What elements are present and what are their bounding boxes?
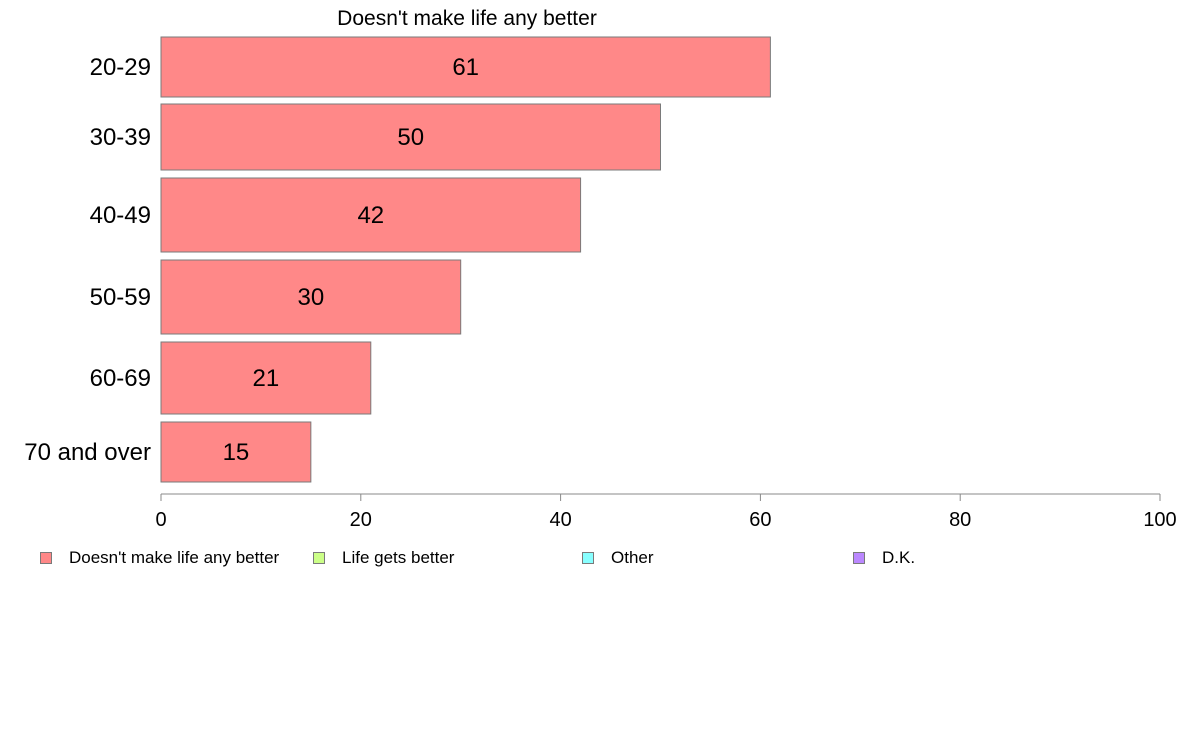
category-label: 60-69 [90,365,151,392]
x-tick-label: 40 [549,509,571,531]
bar-20-29 [160,36,771,98]
chart-title: Doesn't make life any better [337,7,597,30]
category-label: 70 and over [24,439,151,466]
bar-70-and-over [160,421,312,483]
data-label: 50 [397,124,424,151]
category-label: 20-29 [90,54,151,81]
bar-50-59 [160,259,462,335]
category-label: 40-49 [90,202,151,229]
x-tick-label: 60 [749,509,771,531]
legend-label: Doesn't make life any better [69,548,280,567]
legend-item-doesnt-make-life-better: Doesn't make life any better [40,548,279,568]
bar-30-39 [160,103,661,171]
legend-item-life-gets-better: Life gets better [313,548,454,568]
legend-item-dk: D.K. [853,548,915,568]
x-tick-label: 0 [155,509,166,531]
legend-swatch [582,552,594,564]
data-label: 42 [357,202,384,229]
legend-swatch [853,552,865,564]
data-label: 61 [452,54,479,81]
bar-40-49 [160,177,582,253]
category-label: 50-59 [90,284,151,311]
data-label: 21 [253,365,280,392]
x-axis: 0 20 40 60 80 100 [155,493,1177,531]
x-tick-label: 20 [350,509,372,531]
legend-label: Other [611,548,654,567]
legend-swatch [40,552,52,564]
data-label: 15 [223,439,250,466]
bar-60-69 [160,341,372,415]
data-label: 30 [297,284,324,311]
category-label: 30-39 [90,124,151,151]
legend-label: Life gets better [342,548,455,567]
legend-swatch [313,552,325,564]
legend-item-other: Other [582,548,654,568]
legend-label: D.K. [882,548,916,567]
x-tick-label: 100 [1143,509,1176,531]
x-tick-label: 80 [949,509,971,531]
bars-layer: 61 20-29 50 30-39 42 40-49 30 50-59 21 60-69 15 70 … [24,36,771,483]
legend: Doesn't make life any better Life gets b… [40,548,1160,568]
